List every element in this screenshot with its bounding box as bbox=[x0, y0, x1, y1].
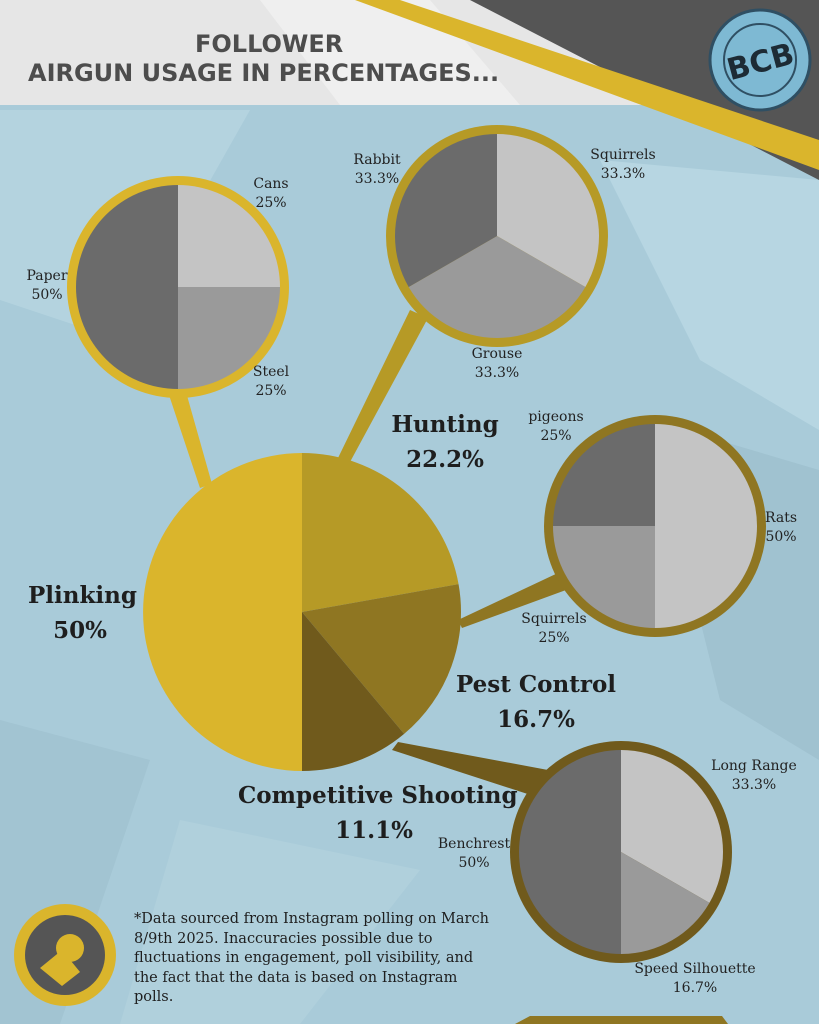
bcb-logo: BCB bbox=[708, 8, 812, 112]
label-pest-squirrels-value: 25% bbox=[538, 630, 570, 646]
pie-slice-plinking-steel bbox=[178, 287, 280, 389]
label-pest-squirrels: Squirrels 25% bbox=[512, 610, 596, 648]
label-grouse-value: 33.3% bbox=[474, 365, 520, 381]
connector-competitive bbox=[392, 742, 548, 798]
pie-slice-competitive-shooting-long-range bbox=[621, 750, 724, 903]
bottom-stripe bbox=[515, 1016, 728, 1024]
pie-slice-hunting-rabbit bbox=[394, 134, 497, 287]
label-cans-value: 25% bbox=[255, 195, 287, 211]
pie-charts bbox=[67, 125, 766, 963]
label-paper-name: Paper bbox=[26, 268, 68, 284]
label-hunting-name: Hunting bbox=[391, 411, 499, 438]
label-speed-silhouette: Speed Silhouette 16.7% bbox=[622, 960, 768, 998]
label-steel: Steel 25% bbox=[241, 363, 301, 401]
main-pie bbox=[143, 453, 461, 771]
location-pin-icon bbox=[14, 904, 116, 1006]
pie-slice-pest-control-pigeons bbox=[553, 424, 655, 526]
connector-plinking bbox=[168, 392, 212, 488]
pie-slice-pest-control-squirrels bbox=[553, 526, 655, 628]
label-hunting-squirrels: Squirrels 33.3% bbox=[582, 146, 664, 184]
label-pest-squirrels-name: Squirrels bbox=[521, 611, 587, 627]
connector-hunting bbox=[338, 310, 428, 462]
header-stripe bbox=[355, 0, 819, 170]
pie-slice-hunting-squirrels bbox=[497, 134, 599, 287]
connector-pest bbox=[458, 572, 566, 628]
pie-slice-hunting bbox=[302, 453, 459, 612]
label-rabbit-value: 33.3% bbox=[354, 171, 400, 187]
label-rabbit: Rabbit 33.3% bbox=[340, 151, 414, 189]
pie-slice-plinking bbox=[143, 453, 302, 771]
label-plinking: Plinking 50% bbox=[28, 578, 137, 648]
pie-slice-competitive-shooting bbox=[302, 612, 405, 771]
label-rats-value: 50% bbox=[765, 529, 797, 545]
label-grouse: Grouse 33.3% bbox=[457, 345, 537, 383]
footer-note: *Data sourced from Instagram polling on … bbox=[134, 911, 489, 1005]
label-grouse-name: Grouse bbox=[471, 346, 523, 362]
label-pigeons-value: 25% bbox=[540, 428, 572, 444]
label-speed-name: Speed Silhouette bbox=[634, 961, 756, 977]
hunting-subpie bbox=[386, 125, 608, 347]
label-benchrest-name: Benchrest bbox=[437, 836, 511, 852]
pie-slice-competitive-shooting-benchrest bbox=[519, 750, 621, 954]
pie-slice-pest-control-rats bbox=[655, 424, 757, 628]
label-rats-name: Rats bbox=[764, 510, 798, 526]
title-line-1: FOLLOWER bbox=[195, 30, 344, 58]
label-rabbit-name: Rabbit bbox=[353, 152, 401, 168]
plinking-subpie bbox=[67, 176, 289, 398]
pie-slice-plinking-cans bbox=[178, 185, 280, 287]
label-steel-name: Steel bbox=[252, 364, 290, 380]
label-plinking-name: Plinking bbox=[28, 582, 137, 609]
label-hunting: Hunting 22.2% bbox=[380, 407, 510, 477]
label-steel-value: 25% bbox=[255, 383, 287, 399]
label-speed-value: 16.7% bbox=[672, 980, 718, 996]
label-competitive: Competitive Shooting 11.1% bbox=[238, 778, 518, 848]
label-pest-name: Pest Control bbox=[455, 671, 617, 698]
title-line-2: AIRGUN USAGE IN PERCENTAGES... bbox=[28, 59, 500, 87]
label-benchrest: Benchrest 50% bbox=[432, 835, 516, 873]
pest-control-subpie bbox=[544, 415, 766, 637]
label-long-range: Long Range 33.3% bbox=[700, 757, 808, 795]
pie-slice-pest-control bbox=[302, 584, 461, 734]
label-plinking-value: 50% bbox=[53, 617, 107, 644]
label-benchrest-value: 50% bbox=[458, 855, 490, 871]
label-cans-name: Cans bbox=[253, 176, 289, 192]
label-hunting-squirrels-name: Squirrels bbox=[590, 147, 656, 163]
pie-slice-plinking-paper bbox=[76, 185, 178, 389]
label-paper: Paper 50% bbox=[18, 267, 76, 305]
competitive-subpie bbox=[510, 741, 732, 963]
bg-facet bbox=[120, 820, 420, 1024]
label-pigeons: pigeons 25% bbox=[518, 408, 594, 446]
label-pest-control: Pest Control 16.7% bbox=[448, 667, 624, 737]
label-paper-value: 50% bbox=[31, 287, 63, 303]
label-rats: Rats 50% bbox=[756, 509, 806, 547]
header-facet bbox=[260, 0, 520, 105]
label-long-range-name: Long Range bbox=[711, 758, 797, 774]
label-cans: Cans 25% bbox=[241, 175, 301, 213]
label-hunting-squirrels-value: 33.3% bbox=[600, 166, 646, 182]
label-pest-value: 16.7% bbox=[497, 706, 575, 733]
label-pigeons-name: pigeons bbox=[528, 409, 584, 425]
label-competitive-value: 11.1% bbox=[335, 817, 413, 844]
pie-slice-competitive-shooting-speed-silhouette bbox=[621, 852, 710, 954]
bg-facet bbox=[600, 160, 819, 430]
label-long-range-value: 33.3% bbox=[731, 777, 777, 793]
label-hunting-value: 22.2% bbox=[406, 446, 484, 473]
page-title: FOLLOWER AIRGUN USAGE IN PERCENTAGES... bbox=[0, 30, 560, 88]
label-competitive-name: Competitive Shooting bbox=[238, 782, 518, 809]
